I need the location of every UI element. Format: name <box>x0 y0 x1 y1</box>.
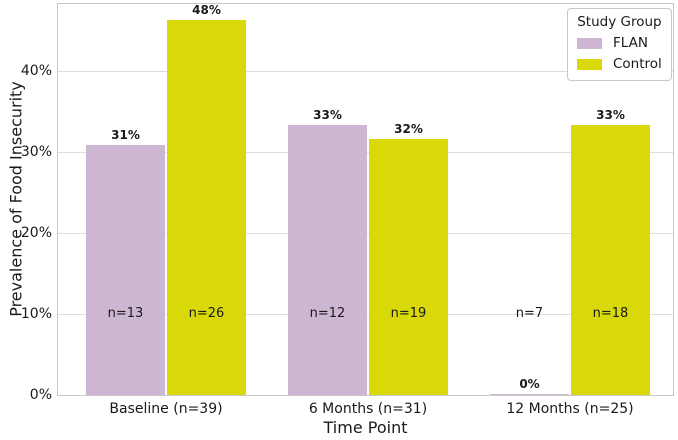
x-tick-label: Baseline (n=39) <box>109 401 223 417</box>
bar-flan-2 <box>490 393 569 395</box>
legend-entry-flan: FLAN <box>577 35 662 51</box>
bar-control-1 <box>369 138 448 395</box>
x-axis-title: Time Point <box>323 418 408 437</box>
y-axis-title: Prevalence of Food Insecurity <box>6 81 26 317</box>
legend-entry-control: Control <box>577 56 662 72</box>
bar-value-label: 32% <box>394 121 423 136</box>
bar-count-label: n=19 <box>390 305 427 321</box>
legend: Study Group FLAN Control <box>567 8 672 81</box>
x-tick-label: 12 Months (n=25) <box>506 401 634 417</box>
bar-control-2 <box>571 124 650 395</box>
bar-value-label: 33% <box>596 107 625 122</box>
bar-count-label: n=13 <box>107 305 144 321</box>
bar-value-label: 31% <box>111 128 140 143</box>
bar-count-label: n=26 <box>188 305 225 321</box>
bar-value-label: 33% <box>313 107 342 122</box>
legend-swatch-icon <box>577 37 602 49</box>
x-tick-label: 6 Months (n=31) <box>308 401 428 417</box>
bar-flan-0 <box>86 145 165 395</box>
bar-flan-1 <box>288 124 367 395</box>
y-tick-label: 30% <box>20 143 52 160</box>
legend-entry-label: Control <box>613 56 662 72</box>
legend-entry-label: FLAN <box>613 35 648 51</box>
legend-swatch-icon <box>577 58 602 70</box>
legend-entries: FLAN Control <box>577 35 662 72</box>
y-tick-label: 40% <box>20 62 52 79</box>
bar-control-0 <box>167 20 246 395</box>
y-tick-label: 10% <box>20 305 52 322</box>
gridline-40 <box>58 70 673 72</box>
bar-count-label: n=18 <box>592 305 629 321</box>
bar-count-label: n=12 <box>309 305 346 321</box>
bar-value-label: 0% <box>519 376 540 391</box>
bar-count-label: n=7 <box>515 305 544 321</box>
y-tick-label: 20% <box>20 224 52 241</box>
y-tick-label: 0% <box>29 387 52 403</box>
bar-value-label: 48% <box>192 3 221 18</box>
legend-title: Study Group <box>577 14 662 30</box>
